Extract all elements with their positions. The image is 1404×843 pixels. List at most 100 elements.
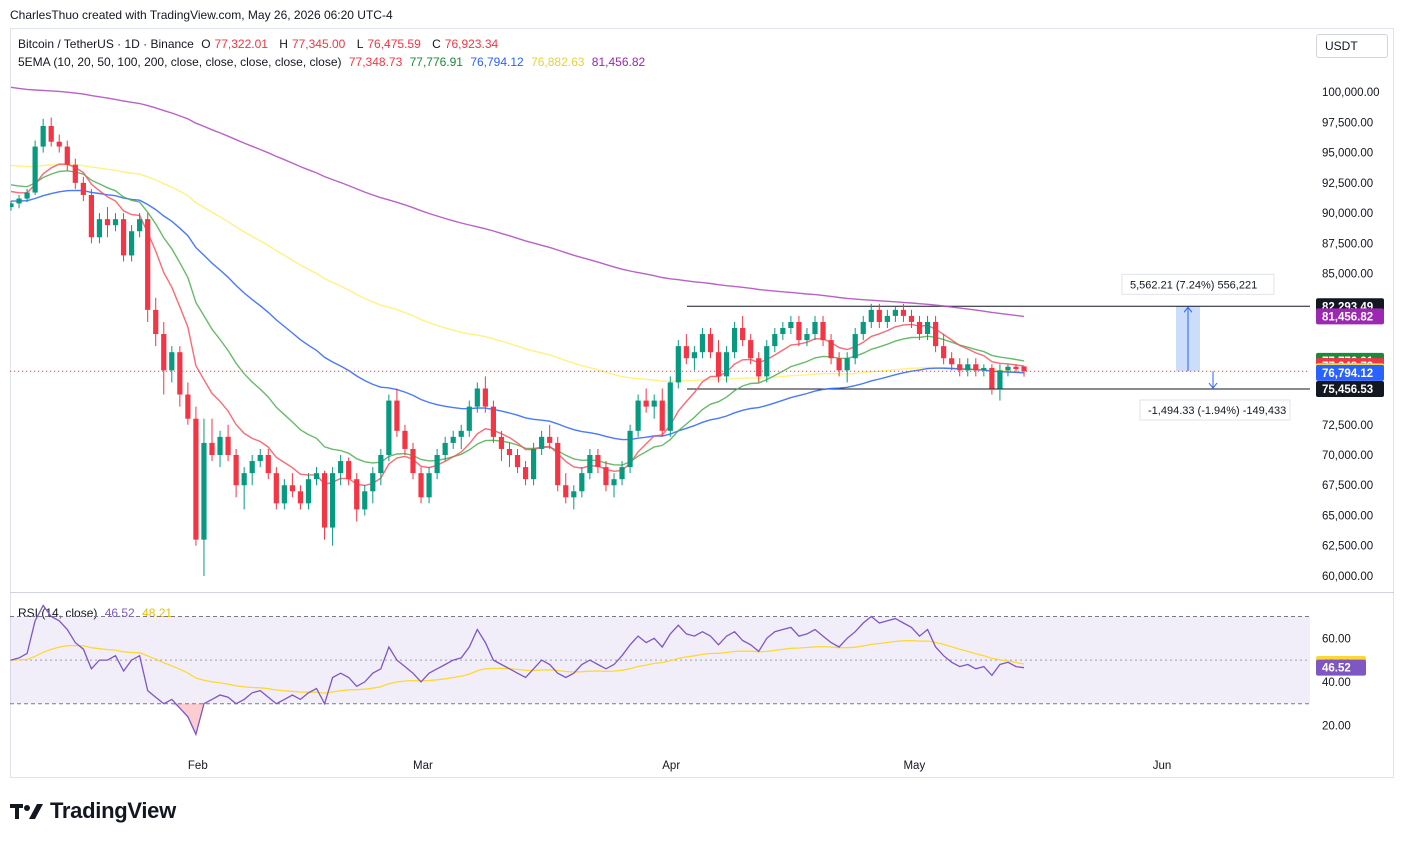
candle-body [305,479,312,504]
candle-body [217,436,223,455]
ema100-line [10,163,1025,383]
high-label: H [279,37,288,51]
symbol-title[interactable]: Bitcoin / TetherUS · 1D · Binance [18,37,194,51]
candle-body [603,467,609,486]
candle-body [402,430,408,449]
candle-body [659,400,665,431]
price-tag-bg [1316,364,1384,381]
candle-body [900,309,907,316]
candle-body [643,400,649,407]
candle-body [201,442,207,540]
tradingview-logo[interactable]: TradingView [10,798,176,824]
rsi-tag-label: 46.52 [1322,663,1351,675]
candle-body [788,321,794,328]
candle-body [860,321,866,335]
candle-body [72,164,78,183]
rsi-tag-bg [1316,659,1366,676]
candle-body [161,334,167,371]
price-axis-label: 70,000.00 [1322,450,1373,462]
symbol-legend: Bitcoin / TetherUS · 1D · Binance O 77,32… [18,37,506,51]
candle-body [997,370,1003,389]
time-axis-label: Mar [413,760,433,772]
currency-button[interactable]: USDT [1316,34,1388,58]
time-axis-label: Jun [1153,760,1172,772]
rsi-legend: RSI (14, close) 46.52 48.21 [18,606,176,620]
candle-body [64,146,70,165]
candle-body [1021,366,1027,372]
candle-body [474,388,480,407]
candle-body [169,352,175,371]
candle-body [836,358,842,371]
attribution: CharlesThuo created with TradingView.com… [10,8,393,22]
candle-body [707,334,714,353]
candle-body [820,321,826,341]
candle-body [804,334,810,341]
candle-body [394,400,400,431]
candle-body [828,340,834,359]
candle-body [104,219,111,226]
ema10-line [10,163,1025,487]
rsi-axis-label: 20.00 [1322,721,1351,733]
candle-body [225,436,231,455]
candle-body [1013,366,1019,370]
candle-body [732,328,738,353]
candle-body [386,400,392,455]
candle-body [667,382,673,431]
price-axis-label: 100,000.00 [1322,87,1380,99]
close-label: C [432,37,441,51]
rsi-axis-label: 40.00 [1322,677,1351,689]
candle-body [812,321,818,335]
price-axis-label: 65,000.00 [1322,510,1373,522]
candle-body [868,309,874,322]
price-chart[interactable]: 5,562.21 (7.24%) 556,221 -1,494.33 (-1.94… [10,28,1394,593]
candle-body [884,315,890,322]
candle-body [362,491,368,510]
candle-body [1005,366,1011,371]
candle-body [241,473,247,486]
candle-body [297,491,304,504]
price-axis-label: 60,000.00 [1322,571,1373,583]
candle-body [177,352,183,395]
ema10-value: 77,348.73 [348,55,403,69]
measure-up-arrowhead [1183,306,1193,313]
candle-body [129,231,135,256]
candle-body [555,442,561,486]
tradingview-brand: TradingView [50,798,176,823]
measure-down-arrowhead [1208,382,1218,389]
price-axis-label: 62,500.00 [1322,541,1373,553]
candle-body [892,309,898,316]
low-value: 76,475.59 [367,37,421,51]
time-axis-label: Apr [662,760,680,772]
candle-body [466,406,472,431]
candle-body [370,473,376,492]
ema-title[interactable]: 5EMA (10, 20, 50, 100, 200, close, close… [18,55,342,69]
candle-body [506,448,513,455]
candle-body [514,455,521,468]
candle-body [426,473,432,498]
price-axis-label: 97,500.00 [1322,117,1373,129]
candle-body [80,182,86,195]
price-tag-label: 76,794.12 [1322,368,1373,380]
ema50-line [10,189,1025,441]
candle-body [691,352,697,359]
candle-body [338,461,344,474]
price-axis-label: 67,500.00 [1322,480,1373,492]
candle-body [563,485,569,498]
price-axis-label: 87,500.00 [1322,238,1373,250]
candle-body [490,406,496,437]
candle-body [442,442,448,455]
candle-body [410,448,416,474]
candle-body [120,219,127,256]
candle-body [611,479,617,486]
candle-body [281,485,287,504]
candle-body [289,485,295,492]
rsi-line [10,604,1025,737]
candle-body [321,473,328,528]
candle-body [916,321,923,335]
price-axis-label: 92,500.00 [1322,178,1373,190]
candle-body [675,346,681,383]
candle-body [145,219,151,310]
candle-body [498,436,505,449]
candle-body [522,467,529,480]
